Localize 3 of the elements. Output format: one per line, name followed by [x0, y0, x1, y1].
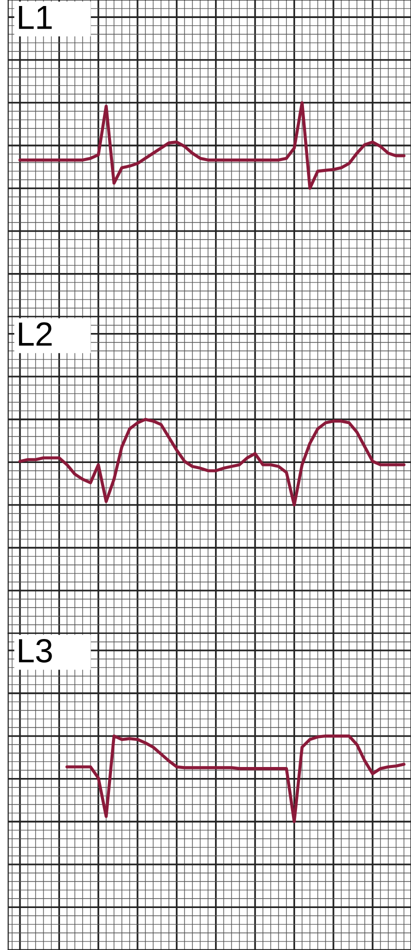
- chart-title: L1: [19, 6, 52, 29]
- chart-title: L3: [19, 638, 52, 663]
- chart-title: L2: [19, 322, 52, 346]
